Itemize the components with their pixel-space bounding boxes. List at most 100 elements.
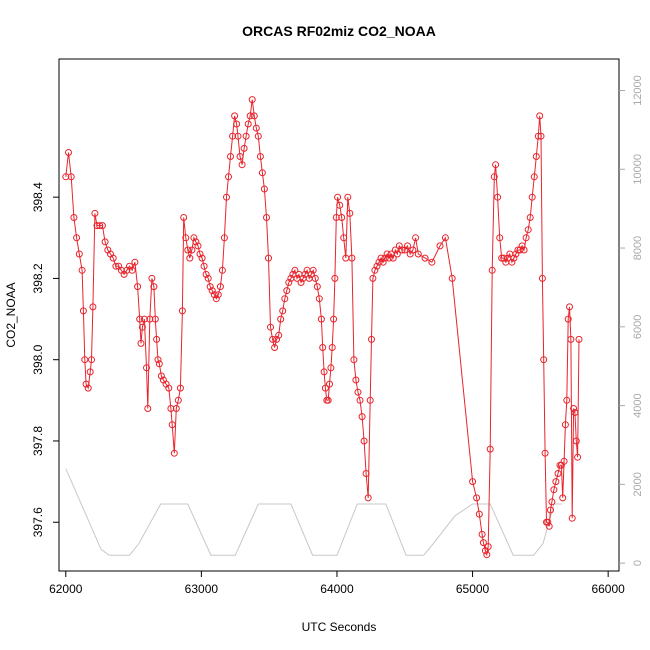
co2-point bbox=[218, 266, 226, 274]
x-tick-label: 64000 bbox=[320, 582, 354, 596]
co2-point bbox=[532, 153, 540, 160]
co2-point bbox=[469, 478, 477, 486]
co2-point bbox=[391, 246, 399, 254]
co2-point bbox=[229, 132, 237, 140]
co2-point bbox=[552, 478, 560, 486]
co2-point bbox=[82, 380, 90, 388]
co2-point bbox=[488, 266, 496, 274]
co2-point bbox=[512, 250, 520, 258]
co2-point bbox=[398, 246, 406, 254]
co2-point bbox=[93, 222, 101, 230]
co2-point bbox=[560, 457, 568, 465]
co2-point bbox=[273, 335, 281, 343]
co2-point bbox=[379, 258, 387, 266]
co2-point bbox=[70, 214, 78, 221]
co2-point bbox=[67, 173, 75, 181]
co2-point bbox=[285, 279, 293, 286]
co2-point bbox=[89, 303, 97, 311]
co2-point bbox=[236, 153, 244, 160]
co2-point bbox=[358, 413, 366, 421]
co2-point bbox=[252, 124, 260, 132]
co2-point bbox=[143, 364, 150, 372]
co2-point bbox=[138, 323, 146, 331]
co2-point bbox=[571, 409, 579, 416]
co2-point bbox=[244, 120, 252, 128]
co2-point bbox=[486, 445, 494, 453]
co2-point bbox=[540, 356, 548, 364]
co2-point bbox=[178, 307, 186, 315]
co2-point bbox=[62, 173, 70, 181]
co2-point bbox=[277, 315, 285, 323]
co2-point bbox=[563, 396, 571, 404]
y2-tick-label: 6000 bbox=[632, 315, 644, 339]
co2-point bbox=[234, 132, 242, 140]
co2-point bbox=[371, 266, 379, 274]
co2-point bbox=[473, 494, 481, 502]
co2-point bbox=[206, 283, 214, 291]
y-tick-label: 397.8 bbox=[31, 426, 45, 456]
co2-point bbox=[510, 254, 518, 262]
co2-point bbox=[536, 112, 544, 120]
co2-point bbox=[246, 112, 254, 120]
co2-point bbox=[320, 368, 328, 376]
co2-point bbox=[362, 470, 370, 477]
y2-tick-label: 8000 bbox=[632, 236, 644, 260]
co2-point bbox=[174, 396, 182, 404]
co2-point bbox=[332, 214, 340, 221]
co2-point bbox=[75, 250, 83, 258]
co2-point bbox=[279, 307, 287, 315]
y2-tick-label: 0 bbox=[632, 560, 644, 566]
y-tick-label: 398.0 bbox=[31, 344, 45, 374]
co2-point bbox=[214, 291, 222, 299]
co2-point bbox=[86, 368, 94, 376]
co2-point bbox=[233, 120, 241, 128]
co2-point bbox=[186, 254, 194, 262]
co2-point bbox=[564, 315, 572, 323]
plot-box bbox=[58, 58, 620, 572]
co2-point bbox=[297, 279, 305, 286]
co2-point bbox=[78, 266, 86, 274]
co2-point bbox=[172, 405, 180, 412]
co2-point bbox=[574, 453, 582, 461]
co2-point bbox=[356, 396, 364, 404]
co2-point bbox=[385, 254, 393, 262]
co2-point bbox=[559, 494, 567, 502]
co2-point bbox=[508, 258, 516, 266]
co2-point bbox=[73, 234, 81, 242]
co2-point bbox=[479, 539, 487, 547]
co2-point bbox=[194, 242, 202, 250]
co2-point bbox=[550, 486, 558, 494]
co2-point bbox=[128, 266, 136, 274]
co2-point bbox=[566, 303, 573, 311]
co2-point bbox=[520, 246, 528, 254]
co2-point bbox=[404, 242, 411, 250]
co2-point bbox=[168, 421, 176, 429]
co2-point bbox=[366, 396, 374, 404]
co2-point bbox=[537, 132, 545, 140]
bottom-axis: 62000 63000 64000 65000 66000 bbox=[49, 571, 625, 596]
co2-point bbox=[248, 96, 256, 104]
x-tick-label: 66000 bbox=[591, 582, 625, 596]
co2-point bbox=[220, 234, 228, 242]
co2-point bbox=[575, 335, 583, 343]
co2-point bbox=[157, 372, 165, 380]
co2-point bbox=[88, 356, 95, 364]
co2-point bbox=[148, 274, 156, 282]
co2-point bbox=[484, 543, 492, 551]
co2-point bbox=[375, 258, 383, 266]
co2-point bbox=[109, 254, 117, 262]
co2-point bbox=[528, 193, 536, 201]
co2-point bbox=[561, 421, 569, 429]
co2-point bbox=[212, 295, 220, 303]
co2-point bbox=[350, 356, 358, 364]
co2-point bbox=[436, 242, 444, 250]
co2-point bbox=[490, 173, 498, 181]
co2-point bbox=[328, 344, 336, 351]
co2-point bbox=[309, 266, 317, 274]
co2-point bbox=[570, 405, 578, 412]
co2-point bbox=[524, 226, 532, 234]
co2-point bbox=[269, 335, 277, 343]
co2-point bbox=[202, 270, 210, 278]
co2-point bbox=[360, 437, 368, 445]
y2-tick-label: 12000 bbox=[632, 75, 644, 106]
